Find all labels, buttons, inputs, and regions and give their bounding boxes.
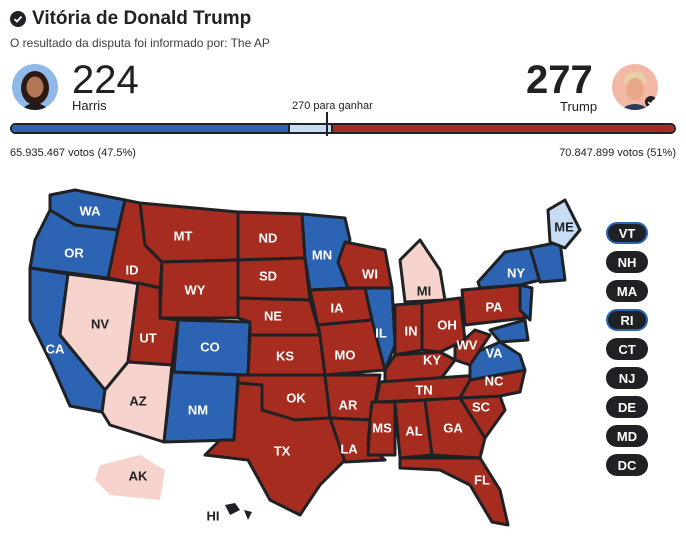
label-MN: MN — [312, 247, 332, 262]
label-ND: ND — [259, 230, 278, 245]
label-ME: ME — [554, 219, 574, 234]
result-source: O resultado da disputa foi informado por… — [10, 36, 270, 50]
label-GA: GA — [443, 420, 463, 435]
label-WA: WA — [80, 203, 102, 218]
harris-popular-vote: 65.935.467 votos (47.5%) — [10, 147, 136, 159]
state-GA[interactable] — [423, 396, 487, 460]
state-TX[interactable] — [203, 381, 347, 517]
harris-electoral-votes: 224 — [72, 58, 139, 102]
page-title: Vitória de Donald Trump — [32, 8, 252, 29]
pill-NJ[interactable]: NJ — [606, 367, 648, 389]
label-VA: VA — [485, 345, 503, 360]
label-OK: OK — [286, 390, 306, 405]
threshold-label: 270 para ganhar — [292, 100, 373, 112]
label-IL: IL — [375, 325, 387, 340]
state-FL[interactable] — [398, 456, 510, 527]
state-MD[interactable] — [488, 318, 530, 344]
pill-NH[interactable]: NH — [606, 251, 648, 273]
trump-label: Trump — [560, 99, 598, 114]
threshold-marker — [326, 112, 328, 136]
label-UT: UT — [139, 330, 156, 345]
label-NY: NY — [507, 265, 525, 280]
label-NM: NM — [188, 402, 208, 417]
pill-RI[interactable]: RI — [606, 309, 648, 331]
state-IL[interactable] — [363, 286, 397, 372]
label-OH: OH — [437, 317, 457, 332]
pill-MA[interactable]: MA — [606, 280, 648, 302]
pill-DE[interactable]: DE — [606, 396, 648, 418]
state-OH[interactable] — [420, 296, 467, 354]
label-KY: KY — [423, 352, 441, 367]
label-SC: SC — [472, 399, 491, 414]
label-AR: AR — [339, 397, 358, 412]
label-OR: OR — [64, 245, 84, 260]
state-MI[interactable] — [398, 238, 447, 304]
state-VA[interactable] — [468, 340, 527, 382]
label-IN: IN — [405, 323, 418, 338]
result-header: Vitória de Donald Trump — [10, 8, 251, 30]
label-WI: WI — [362, 266, 378, 281]
label-TN: TN — [415, 382, 432, 397]
label-MS: MS — [372, 420, 392, 435]
trump-popular-vote: 70.847.899 votos (51%) — [559, 147, 676, 159]
label-NV: NV — [91, 316, 109, 331]
pill-CT[interactable]: CT — [606, 338, 648, 360]
electoral-vote-bar — [10, 123, 676, 134]
harris-avatar — [12, 64, 58, 110]
label-KS: KS — [276, 348, 294, 363]
check-circle-icon — [10, 11, 26, 27]
harris-bar-fill — [12, 125, 290, 132]
label-WY: WY — [185, 282, 206, 297]
us-electoral-map: WA OR CA NV ID MT WY UT AZ CO NM ND SD N… — [28, 188, 582, 527]
label-SD: SD — [259, 268, 277, 283]
label-MT: MT — [174, 228, 193, 243]
label-NE: NE — [264, 308, 282, 323]
label-CO: CO — [200, 339, 220, 354]
label-AK: AK — [129, 468, 148, 483]
label-NC: NC — [485, 373, 504, 388]
pill-MD[interactable]: MD — [606, 425, 648, 447]
trump-avatar — [612, 64, 658, 110]
state-ME[interactable] — [546, 198, 582, 250]
harris-label: Harris — [72, 98, 107, 113]
state-HI[interactable] — [225, 503, 252, 520]
label-CA: CA — [46, 341, 65, 356]
label-LA: LA — [340, 441, 358, 456]
label-IA: IA — [331, 300, 345, 315]
label-HI: HI — [207, 508, 220, 523]
state-MS[interactable] — [366, 400, 397, 457]
pill-VT[interactable]: VT — [606, 222, 648, 244]
pill-DC[interactable]: DC — [606, 454, 648, 476]
label-MI: MI — [417, 283, 431, 298]
label-AL: AL — [405, 423, 422, 438]
label-WV: WV — [457, 337, 478, 352]
label-TX: TX — [274, 443, 291, 458]
label-ID: ID — [126, 262, 139, 277]
state-MO[interactable] — [316, 318, 387, 377]
label-FL: FL — [474, 472, 490, 487]
label-MO: MO — [335, 347, 356, 362]
label-AZ: AZ — [129, 393, 146, 408]
trump-electoral-votes: 277 — [526, 58, 593, 102]
state-AK[interactable] — [95, 455, 165, 500]
state-NE-dems[interactable] — [528, 240, 567, 284]
state-NJ[interactable] — [518, 283, 534, 322]
state-WV[interactable] — [453, 328, 492, 367]
label-PA: PA — [485, 299, 503, 314]
state-AZ[interactable] — [100, 360, 174, 444]
trump-bar-fill — [331, 125, 674, 132]
